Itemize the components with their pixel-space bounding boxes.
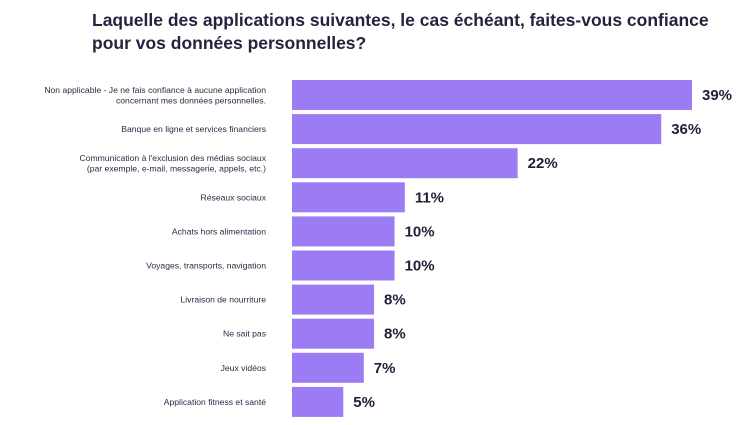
- bar: [292, 80, 692, 110]
- value-label: 36%: [671, 121, 701, 138]
- bar: [292, 250, 395, 281]
- category-label: Non applicable - Je ne fais confiance à …: [44, 85, 266, 106]
- bar: [292, 148, 518, 179]
- value-label: 5%: [353, 394, 375, 411]
- value-label: 10%: [405, 258, 435, 275]
- chart-title: Laquelle des applications suivantes, le …: [92, 10, 709, 53]
- bar: [292, 318, 375, 349]
- category-label: Livraison de nourriture: [180, 295, 266, 305]
- value-label: 10%: [405, 223, 435, 240]
- value-label: 22%: [528, 155, 558, 172]
- value-label: 11%: [415, 189, 444, 206]
- category-label: Ne sait pas: [223, 329, 266, 339]
- bar: [292, 182, 405, 213]
- bar: [292, 114, 662, 145]
- category-label: Voyages, transports, navigation: [146, 261, 266, 271]
- value-label: 8%: [384, 326, 406, 343]
- category-label: Banque en ligne et services financiers: [121, 124, 266, 134]
- bar: [292, 386, 344, 417]
- bar: [292, 284, 375, 315]
- category-label: Réseaux sociaux: [201, 192, 267, 202]
- category-label: Communication à l'exclusion des médias s…: [80, 153, 267, 174]
- bar: [292, 216, 395, 247]
- value-label: 39%: [702, 87, 732, 104]
- bar: [292, 352, 364, 383]
- category-label: Achats hors alimentation: [172, 226, 266, 236]
- category-label: Application fitness et santé: [164, 397, 266, 407]
- category-label: Jeux vidéos: [221, 363, 266, 373]
- value-label: 7%: [374, 360, 396, 377]
- value-label: 8%: [384, 292, 406, 309]
